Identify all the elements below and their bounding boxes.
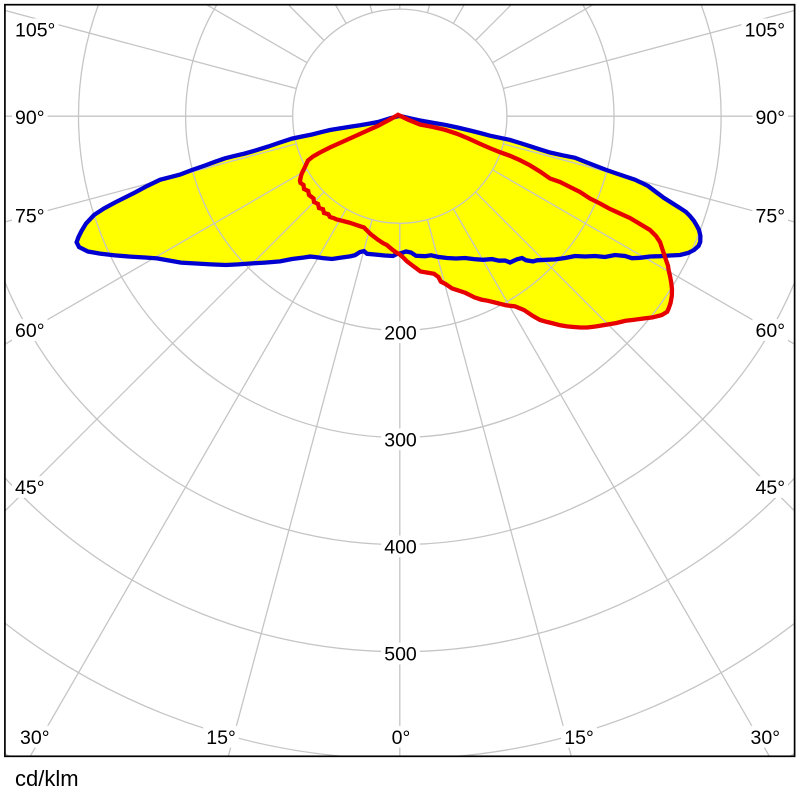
svg-text:45°: 45°: [15, 477, 45, 499]
svg-text:200: 200: [384, 322, 417, 344]
svg-text:300: 300: [384, 429, 417, 451]
svg-text:75°: 75°: [756, 206, 786, 228]
svg-text:45°: 45°: [756, 477, 786, 499]
svg-text:105°: 105°: [745, 20, 785, 42]
svg-text:90°: 90°: [15, 107, 45, 129]
svg-text:30°: 30°: [751, 727, 781, 749]
svg-text:75°: 75°: [15, 206, 45, 228]
svg-text:0°: 0°: [392, 727, 411, 749]
svg-text:105°: 105°: [15, 20, 55, 42]
svg-text:60°: 60°: [756, 320, 786, 342]
svg-text:15°: 15°: [206, 727, 236, 749]
svg-text:400: 400: [384, 537, 417, 559]
svg-text:500: 500: [384, 644, 417, 666]
svg-text:15°: 15°: [564, 727, 594, 749]
svg-text:30°: 30°: [20, 727, 50, 749]
svg-text:60°: 60°: [15, 320, 45, 342]
svg-text:90°: 90°: [756, 107, 786, 129]
svg-text:cd/klm: cd/klm: [15, 766, 79, 791]
